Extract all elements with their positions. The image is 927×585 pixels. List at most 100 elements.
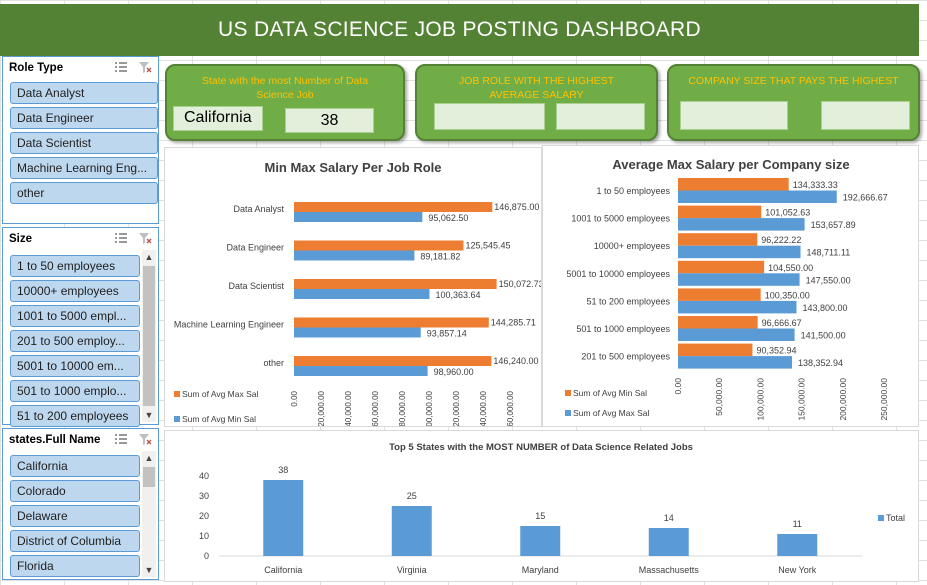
kpi-card-top-role: JOB ROLE WITH THE HIGHEST AVERAGE SALARY [415, 64, 658, 141]
data-label: 153,657.89 [811, 220, 856, 230]
slicer-item-state[interactable]: Colorado [10, 480, 140, 502]
bar-min [294, 289, 430, 299]
scroll-up-icon[interactable]: ▲ [144, 252, 154, 262]
bar [391, 506, 432, 556]
salary-per-company-size-chart: Average Max Salary per Company size 1 to … [565, 157, 889, 421]
kpi-size-salary-box [821, 101, 910, 130]
chart-title: Top 5 States with the MOST NUMBER of Dat… [389, 442, 693, 453]
data-label: 96,666.67 [762, 318, 802, 328]
data-label: 38 [278, 465, 288, 475]
slicer-item-size[interactable]: 1001 to 5000 empl... [10, 305, 140, 327]
states-slicer-title: states.Full Name [9, 434, 101, 446]
clear-filter-icon[interactable] [138, 433, 152, 446]
slicer-item-size[interactable]: 10000+ employees [10, 280, 140, 302]
category-label: 51 to 200 employees [586, 296, 670, 306]
slicer-item-size[interactable]: 5001 to 10000 em... [10, 355, 140, 377]
slicer-item-data-analyst[interactable]: Data Analyst [10, 82, 158, 104]
tick-label: 40,000.00 [344, 390, 353, 426]
kpi-card-top-company-size: COMPANY SIZE THAT PAYS THE HIGHEST [667, 64, 920, 141]
bar-max [678, 190, 837, 203]
data-label: 96,222.22 [761, 235, 801, 245]
multi-select-icon[interactable] [114, 433, 128, 445]
bar-min [294, 327, 421, 338]
category-label: 501 to 1000 employees [576, 324, 670, 334]
bar-max [678, 356, 793, 369]
slicer-item-size[interactable]: 501 to 1000 emplo... [10, 380, 140, 402]
scroll-thumb[interactable] [143, 467, 155, 487]
top-states-chart-panel[interactable]: Top 5 States with the MOST NUMBER of Dat… [164, 430, 919, 582]
kpi-size-salary [822, 102, 909, 104]
data-label: 14 [664, 513, 674, 523]
slicer-item-other[interactable]: other [10, 182, 158, 204]
data-label: 147,550.00 [806, 275, 851, 285]
tick-label: 80,000.00 [398, 390, 407, 426]
chart-title: Min Max Salary Per Job Role [264, 160, 441, 175]
slicer-item-data-engineer[interactable]: Data Engineer [10, 107, 158, 129]
bar-min [678, 343, 753, 357]
data-label: 146,875.00 [494, 202, 539, 212]
legend-label: Sum of Avg Min Sal [573, 388, 647, 398]
bar-max [678, 328, 795, 341]
bar-max [294, 279, 497, 289]
slicer-item-state[interactable]: California [10, 455, 140, 477]
tick-label: 20,000.00 [317, 390, 326, 426]
bar-max [294, 202, 493, 212]
role-type-slicer-title: Role Type [9, 62, 64, 74]
category-label: 201 to 500 employees [581, 352, 670, 362]
scroll-down-icon[interactable]: ▼ [144, 410, 154, 420]
kpi-role-value [435, 104, 544, 106]
legend-label: Sum of Avg Min Sal [182, 414, 256, 424]
bar-max [294, 317, 489, 328]
slicer-item-size[interactable]: 1 to 50 employees [10, 255, 140, 277]
bar-min [294, 212, 423, 222]
tick-label: 10 [199, 531, 209, 541]
states-slicer-scrollbar[interactable]: ▲ ▼ [142, 451, 156, 577]
multi-select-icon[interactable] [114, 232, 128, 244]
clear-filter-icon[interactable] [138, 232, 152, 245]
salary-per-role-chart-panel[interactable]: Min Max Salary Per Job Role Data Analyst 1… [164, 147, 544, 431]
tick-label: 250,000.00 [879, 378, 889, 421]
data-label: 95,062.50 [428, 213, 468, 223]
tick-label: 0.00 [290, 390, 299, 406]
data-label: 138,352.94 [798, 358, 843, 368]
category-label: 1 to 50 employees [596, 186, 670, 196]
legend-swatch [878, 515, 884, 521]
data-label: 150,072.73 [499, 279, 541, 289]
chart-title: Average Max Salary per Company size [612, 157, 849, 172]
slicer-item-size[interactable]: 51 to 200 employees [10, 405, 140, 427]
salary-per-company-size-chart-panel[interactable]: Average Max Salary per Company size 1 to … [542, 145, 919, 427]
slicer-item-size[interactable]: 201 to 500 employ... [10, 330, 140, 352]
data-label: 25 [407, 491, 417, 501]
category-label: 10000+ employees [594, 241, 671, 251]
scroll-up-icon[interactable]: ▲ [144, 453, 154, 463]
data-label: 100,350.00 [765, 290, 810, 300]
slicer-item-machine-learning-engineer[interactable]: Machine Learning Eng... [10, 157, 158, 179]
multi-select-icon[interactable] [114, 61, 128, 73]
clear-filter-icon[interactable] [138, 61, 152, 74]
data-label: 104,550.00 [768, 263, 813, 273]
kpi-size-value [681, 102, 787, 104]
bar [263, 480, 304, 556]
tick-label: 100,000.00 [425, 390, 434, 426]
bar-min [678, 316, 758, 329]
bar-max [294, 356, 492, 366]
bar [648, 528, 689, 556]
tick-label: 160,000.00 [506, 390, 515, 426]
role-type-slicer: Role Type Data Analyst Data Engineer Dat… [2, 56, 159, 224]
legend-swatch-max [174, 391, 180, 397]
size-slicer-scrollbar[interactable]: ▲ ▼ [142, 250, 156, 422]
kpi-state-value-box: California [173, 106, 263, 131]
scroll-down-icon[interactable]: ▼ [144, 565, 154, 575]
slicer-item-state[interactable]: Florida [10, 555, 140, 577]
category-label: Data Analyst [233, 204, 284, 214]
scroll-thumb[interactable] [143, 266, 155, 406]
category-label: 1001 to 5000 employees [571, 214, 670, 224]
slicer-item-state[interactable]: District of Columbia [10, 530, 140, 552]
states-slicer: states.Full Name California Colorado Del… [2, 428, 159, 580]
kpi-role-value-box [434, 103, 545, 130]
slicer-item-data-scientist[interactable]: Data Scientist [10, 132, 158, 154]
slicer-item-state[interactable]: Delaware [10, 505, 140, 527]
data-label: 143,800.00 [802, 303, 847, 313]
data-label: 93,857.14 [427, 329, 467, 339]
data-label: 146,240.00 [493, 356, 538, 366]
